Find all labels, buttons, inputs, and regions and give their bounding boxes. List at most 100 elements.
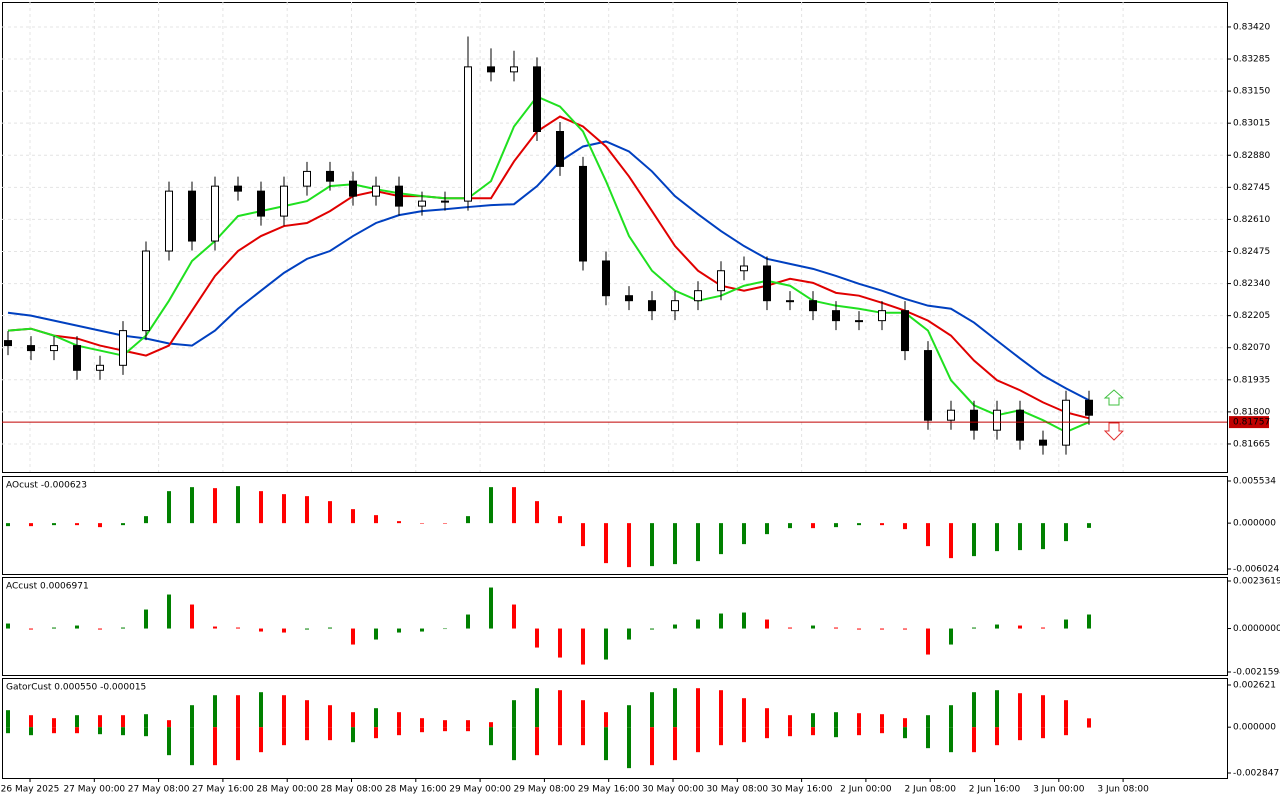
x-tick-label: 28 May 08:00 (321, 785, 383, 795)
candle-body (349, 180, 357, 197)
histogram-bar (765, 523, 769, 535)
histogram-bar (1087, 614, 1091, 629)
histogram-bar (121, 523, 125, 526)
histogram-bar (903, 628, 907, 630)
gator-bar (259, 727, 263, 753)
gator-bar (328, 727, 332, 741)
gator-bar (236, 727, 240, 761)
histogram-bar (305, 496, 309, 524)
histogram-bar (949, 523, 953, 559)
gator-bar (535, 727, 539, 756)
gator-bar (788, 715, 792, 728)
y-tick-label: -0.002847 (1233, 768, 1279, 778)
x-tick-label: 30 May 08:00 (706, 785, 768, 795)
candle-body (303, 170, 311, 187)
gator-bar (259, 692, 263, 728)
gator-bar (1064, 727, 1068, 736)
gator-bar (788, 727, 792, 737)
candle-body (211, 185, 219, 242)
histogram-bar (788, 627, 792, 629)
y-tick-label: 0.82070 (1233, 343, 1270, 353)
gator-bar (719, 690, 723, 728)
gator-bar (558, 727, 562, 746)
y-tick-label: 0.81800 (1233, 407, 1270, 417)
candle-body (809, 300, 817, 312)
gator-bar (328, 705, 332, 728)
histogram-bar (1041, 627, 1045, 629)
candle-body (625, 295, 633, 302)
candle-body (1062, 399, 1070, 446)
y-tick-label: 0.82610 (1233, 215, 1270, 225)
gator-bar (742, 727, 746, 743)
histogram-bar (98, 628, 102, 630)
gator-bar (765, 708, 769, 728)
candle-body (4, 340, 12, 347)
panel-title: GatorCust 0.000550 -0.000015 (6, 683, 146, 693)
gator-bar (144, 714, 148, 728)
gator-bar (351, 727, 355, 743)
y-tick-label: 0.005534 (1233, 477, 1276, 487)
candle-body (533, 66, 541, 132)
candle-body (73, 345, 81, 371)
candle-body (395, 185, 403, 207)
gator-bar (305, 700, 309, 728)
candle-body (1085, 399, 1093, 416)
histogram-bar (328, 501, 332, 524)
histogram-bar (98, 523, 102, 528)
gator-bar (512, 700, 516, 728)
candle-body (27, 345, 35, 352)
gator-bar (1087, 718, 1091, 728)
histogram-bar (466, 614, 470, 629)
candle-body (878, 310, 886, 322)
gator-bar (1018, 693, 1022, 728)
gator-bar (190, 705, 194, 728)
x-tick-label: 2 Jun 00:00 (840, 785, 892, 795)
gator-bar (972, 692, 976, 728)
gator-bar (949, 727, 953, 753)
histogram-bar (1087, 523, 1091, 528)
x-tick-label: 29 May 08:00 (514, 785, 576, 795)
x-tick-label: 2 Jun 16:00 (969, 785, 1021, 795)
histogram-bar (1064, 619, 1068, 629)
gator-bar (627, 727, 631, 769)
candle-body (280, 185, 288, 217)
histogram-bar (144, 516, 148, 524)
gator-bar (443, 720, 447, 728)
histogram-bar (673, 523, 677, 565)
candle-body (648, 300, 656, 312)
histogram-bar (443, 523, 447, 524)
histogram-bar (121, 627, 125, 629)
histogram-bar (719, 613, 723, 629)
gator-bar (581, 700, 585, 728)
histogram-bar (282, 494, 286, 524)
x-tick-label: 28 May 00:00 (256, 785, 318, 795)
x-tick-label: 28 May 16:00 (385, 785, 447, 795)
candle-body (832, 310, 840, 322)
x-tick-label: 3 Jun 00:00 (1033, 785, 1085, 795)
candle-body (947, 409, 955, 421)
gator-panel (2, 678, 1228, 779)
histogram-bar (995, 624, 999, 629)
last-price-box (1229, 416, 1269, 429)
gator-bar (857, 727, 861, 736)
candle-body (188, 190, 196, 242)
gator-bar (650, 692, 654, 728)
candle-body (786, 300, 794, 303)
candle-body (487, 66, 495, 73)
gator-bar (397, 727, 401, 736)
candle-body (993, 409, 1001, 431)
price-panel (2, 2, 1228, 473)
histogram-bar (351, 628, 355, 645)
y-tick-label: 0.81935 (1233, 375, 1270, 385)
candle-body (1039, 439, 1047, 446)
gator-bar (811, 713, 815, 728)
candle-body (717, 270, 725, 292)
histogram-bar (167, 594, 171, 629)
histogram-bar (650, 628, 654, 630)
candle-body (418, 200, 426, 207)
histogram-bar (811, 523, 815, 529)
histogram-bar (880, 523, 884, 526)
x-tick-label: 27 May 08:00 (128, 785, 190, 795)
histogram-bar (374, 628, 378, 640)
histogram-bar (972, 627, 976, 629)
